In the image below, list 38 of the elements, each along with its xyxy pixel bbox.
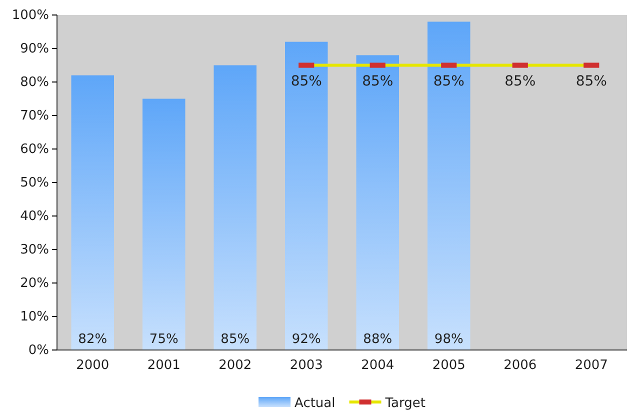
y-tick-label: 60% xyxy=(20,142,49,158)
x-tick-label: 2001 xyxy=(147,358,180,374)
x-tick-label: 2000 xyxy=(76,358,110,374)
y-tick-label: 90% xyxy=(20,42,49,57)
data-label: 85% xyxy=(362,73,394,90)
data-label: 92% xyxy=(292,332,321,347)
bar xyxy=(285,42,328,350)
bar xyxy=(428,22,470,350)
data-label: 98% xyxy=(434,332,464,347)
bar xyxy=(142,98,186,350)
y-tick-label: 30% xyxy=(20,242,49,258)
y-tick-label: 10% xyxy=(20,310,49,325)
bar xyxy=(71,75,114,350)
y-tick-label: 100% xyxy=(12,8,49,24)
x-tick-label: 2005 xyxy=(432,358,466,374)
data-label: 85% xyxy=(433,73,464,90)
x-tick-label: 2007 xyxy=(574,358,608,374)
data-label: 82% xyxy=(78,332,108,347)
data-label: 75% xyxy=(149,332,178,347)
data-label: 85% xyxy=(504,73,536,90)
y-tick-label: 0% xyxy=(28,343,49,358)
y-tick-label: 80% xyxy=(20,75,49,90)
x-tick-label: 2002 xyxy=(218,358,252,374)
bar xyxy=(356,55,399,350)
data-label: 85% xyxy=(576,73,607,90)
x-tick-label: 2006 xyxy=(504,358,537,374)
data-label: 85% xyxy=(220,332,250,347)
legend-label: Target xyxy=(384,396,426,411)
bar xyxy=(214,65,256,350)
data-label: 88% xyxy=(363,332,392,347)
x-tick-label: 2004 xyxy=(361,358,394,374)
y-tick-label: 70% xyxy=(20,108,49,124)
data-label: 85% xyxy=(290,73,322,90)
x-tick-label: 2003 xyxy=(290,358,323,374)
y-tick-label: 40% xyxy=(20,209,49,224)
y-tick-label: 50% xyxy=(20,176,49,191)
y-tick-label: 20% xyxy=(20,276,49,292)
legend-label: Actual xyxy=(294,396,336,411)
